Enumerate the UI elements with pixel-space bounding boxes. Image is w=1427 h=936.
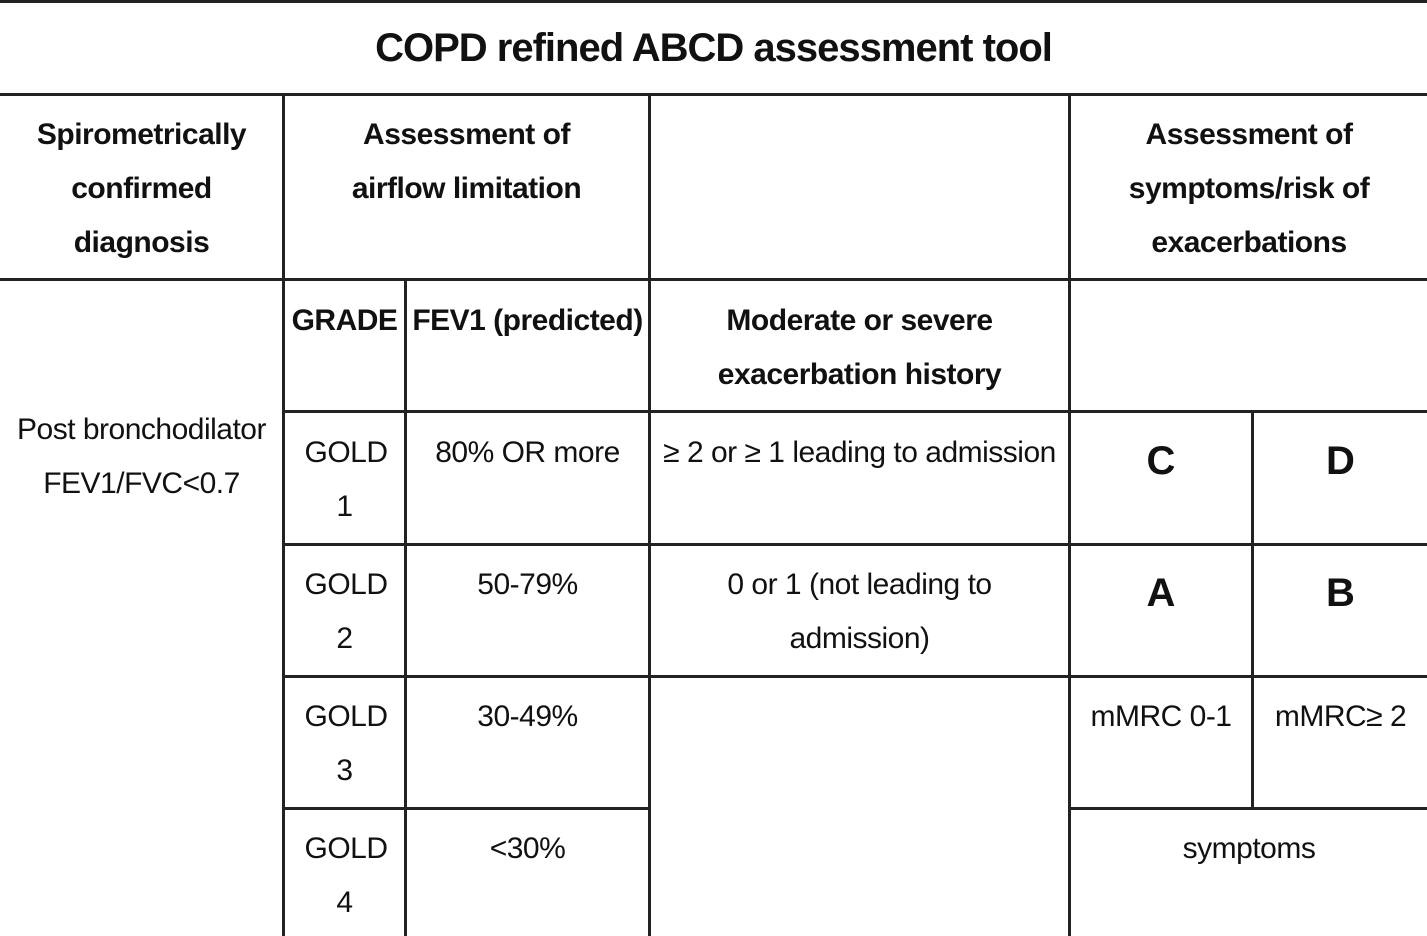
- group-a-label: A: [1146, 571, 1176, 615]
- table-title: COPD refined ABCD assessment tool: [0, 0, 1427, 96]
- group-c: C: [1071, 434, 1251, 543]
- fev1-cell: 50-79%: [407, 558, 648, 675]
- subheader-fev1: FEV1 (predicted): [407, 294, 648, 410]
- diagnosis-criteria: Post bronchodilator FEV1/FVC<0.7: [0, 403, 283, 523]
- divider: [284, 543, 1427, 546]
- group-b: B: [1254, 566, 1427, 675]
- exacerbation-row-low-text: 0 or 1 (not leading to admission): [727, 568, 992, 655]
- divider: [1069, 807, 1427, 810]
- divider: [284, 410, 1427, 413]
- header-symptoms-risk: Assessment of symptoms/risk of exacerbat…: [1071, 108, 1427, 278]
- fev1-value: 80% OR more: [435, 436, 620, 469]
- fev1-value: <30%: [489, 832, 566, 865]
- header-diagnosis: Spirometrically confirmed diagnosis: [0, 108, 283, 278]
- fev1-cell: 80% OR more: [407, 426, 648, 543]
- mmrc-low: mMRC 0-1: [1071, 690, 1251, 807]
- header-blank: [651, 108, 1068, 278]
- mmrc-high-label: mMRC≥ 2: [1274, 700, 1407, 733]
- exacerbation-row-high-text: ≥ 2 or ≥ 1 leading to admission: [663, 436, 1056, 469]
- exacerbation-row-low: 0 or 1 (not leading to admission): [651, 558, 1068, 675]
- group-d-label: D: [1326, 439, 1355, 483]
- subheader-grade-label: GRADE: [291, 304, 398, 337]
- subheader-grade: GRADE: [285, 294, 404, 410]
- grade-cell: GOLD 4: [285, 822, 404, 936]
- header-diagnosis-label: Spirometrically confirmed diagnosis: [36, 118, 247, 259]
- grade-label: GOLD 2: [304, 568, 389, 655]
- grade-label: GOLD 4: [304, 832, 389, 919]
- grade-cell: GOLD 3: [285, 690, 404, 807]
- fev1-cell: 30-49%: [407, 690, 648, 807]
- group-a: A: [1071, 566, 1251, 675]
- mmrc-low-label: mMRC 0-1: [1090, 700, 1232, 733]
- header-symptoms-risk-label: Assessment of symptoms/risk of exacerbat…: [1128, 118, 1370, 259]
- symptoms-axis-label: symptoms: [1071, 822, 1427, 936]
- divider: [284, 807, 650, 810]
- divider: [404, 280, 407, 936]
- grade-label: GOLD 3: [304, 700, 389, 787]
- group-c-label: C: [1146, 439, 1176, 483]
- subheader-fev1-label: FEV1 (predicted): [412, 304, 643, 337]
- subheader-exacerbation-history: Moderate or severe exacerbation history: [651, 294, 1068, 410]
- header-airflow-label: Assessment of airflow limitation: [351, 118, 582, 205]
- header-airflow: Assessment of airflow limitation: [285, 108, 648, 278]
- group-b-label: B: [1326, 571, 1355, 615]
- subheader-exacerbation-history-label: Moderate or severe exacerbation history: [717, 304, 1002, 391]
- divider: [282, 96, 285, 936]
- divider: [648, 96, 651, 936]
- fev1-value: 30-49%: [477, 700, 578, 733]
- group-d: D: [1254, 434, 1427, 543]
- grade-label: GOLD 1: [304, 436, 389, 523]
- grade-cell: GOLD 2: [285, 558, 404, 675]
- mmrc-high: mMRC≥ 2: [1254, 690, 1427, 807]
- grade-cell: GOLD 1: [285, 426, 404, 543]
- divider: [1251, 412, 1254, 808]
- divider: [1068, 96, 1071, 936]
- divider: [0, 278, 1427, 281]
- exacerbation-row-high: ≥ 2 or ≥ 1 leading to admission: [651, 426, 1068, 543]
- fev1-value: 50-79%: [477, 568, 578, 601]
- diagnosis-criteria-text: Post bronchodilator FEV1/FVC<0.7: [17, 413, 267, 500]
- symptoms-axis-label-text: symptoms: [1182, 832, 1316, 865]
- fev1-cell: <30%: [407, 822, 648, 936]
- divider: [284, 675, 1427, 678]
